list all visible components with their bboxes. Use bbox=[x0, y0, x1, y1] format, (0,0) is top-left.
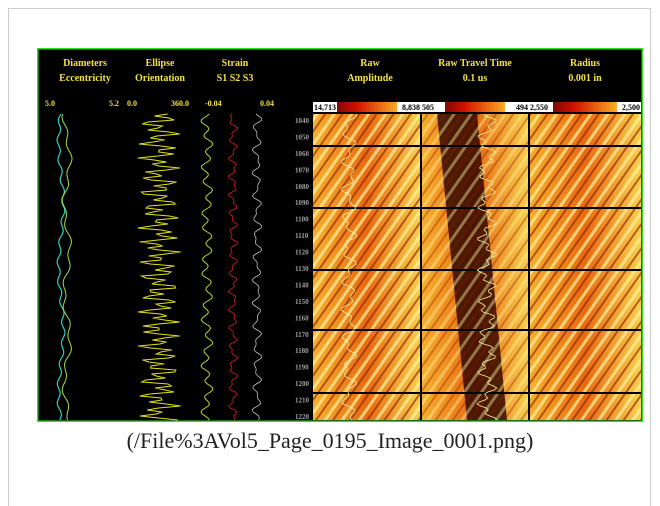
depth-label: 1180 bbox=[295, 347, 309, 355]
caption: (/File%3AVol5_Page_0195_Image_0001.png) bbox=[0, 428, 660, 454]
depth-label: 1090 bbox=[295, 199, 310, 207]
colorbar-max: 8,838 bbox=[402, 103, 420, 112]
header-text: Raw Travel Time bbox=[438, 58, 512, 69]
scale-label: 0.04 bbox=[260, 99, 274, 108]
colorbar-min: 14,713 bbox=[314, 103, 336, 112]
colorbar-max: 494 bbox=[516, 103, 528, 112]
header-text: 0.1 us bbox=[463, 73, 488, 84]
log-image: Diameters Eccentricity Ellipse Orientation S… bbox=[37, 48, 643, 422]
depth-label: 1150 bbox=[295, 298, 309, 306]
colorbar-min: 505 bbox=[422, 103, 434, 112]
depth-label: 1220 bbox=[295, 413, 310, 421]
depth-label: 1130 bbox=[295, 265, 309, 273]
heatmaps bbox=[313, 102, 641, 420]
colorbar-min: 2,550 bbox=[530, 103, 548, 112]
header-text: 0.001 in bbox=[568, 73, 602, 84]
header-text: S1 S2 S3 bbox=[217, 73, 254, 84]
header-text: Strain bbox=[222, 58, 249, 69]
header-text: Orientation bbox=[135, 73, 185, 84]
header-text: Eccentricity bbox=[59, 73, 111, 84]
depth-label: 1140 bbox=[295, 281, 309, 289]
depth-label: 1190 bbox=[295, 364, 309, 372]
depth-label: 1110 bbox=[295, 232, 309, 240]
depth-label: 1070 bbox=[295, 166, 310, 174]
header-text: Raw bbox=[360, 58, 380, 69]
depth-label: 1100 bbox=[295, 216, 309, 224]
depth-label: 1050 bbox=[295, 133, 310, 141]
header-text: Diameters bbox=[63, 58, 107, 69]
scale-label: 5.2 bbox=[109, 99, 119, 108]
depth-label: 1170 bbox=[295, 331, 309, 339]
depth-label: 1200 bbox=[295, 380, 310, 388]
scale-label: 360.0 bbox=[171, 99, 189, 108]
colorbar-max: 2,500 bbox=[622, 103, 640, 112]
depth-label: 1040 bbox=[295, 117, 310, 125]
depth-label: 1060 bbox=[295, 150, 310, 158]
header-text: Amplitude bbox=[347, 73, 393, 84]
scale-label: 5.0 bbox=[45, 99, 55, 108]
depth-label: 1160 bbox=[295, 314, 309, 322]
depth-label: 1210 bbox=[295, 397, 310, 405]
header-text: Ellipse bbox=[146, 58, 175, 69]
header-text: Radius bbox=[570, 58, 600, 69]
depth-label: 1120 bbox=[295, 249, 309, 257]
scale-label: -0.04 bbox=[205, 99, 222, 108]
scale-label: 0.0 bbox=[127, 99, 137, 108]
depth-label: 1080 bbox=[295, 183, 310, 191]
